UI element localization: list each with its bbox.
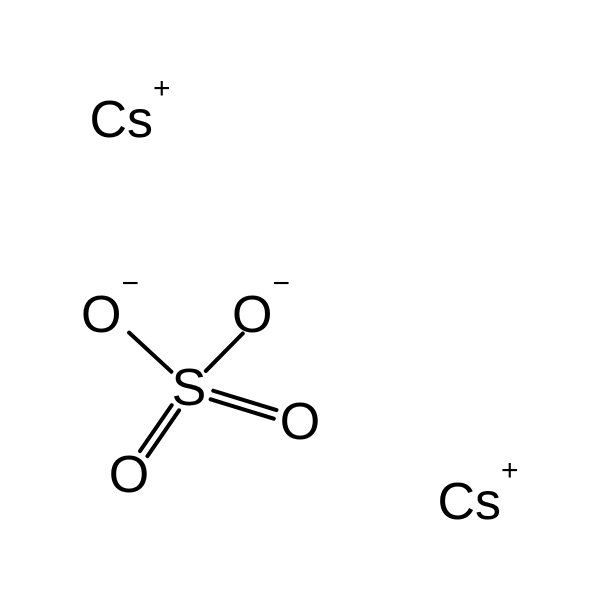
atom-charge: − — [272, 269, 290, 299]
molecule-diagram: Cs+ Cs+ S O− O− O O — [0, 0, 600, 600]
atom-label: O — [81, 289, 121, 341]
atom-label: O — [109, 449, 149, 501]
atom-label: O — [232, 289, 272, 341]
atom-o-lower-left: O — [109, 449, 149, 501]
atom-charge: + — [153, 74, 171, 104]
atom-label: Cs — [437, 476, 501, 528]
atom-charge: + — [501, 456, 519, 486]
atom-label: S — [172, 362, 207, 414]
atom-o-upper-left: O− — [81, 289, 139, 341]
atom-o-lower-right: O — [280, 396, 320, 448]
atom-charge: − — [121, 269, 139, 299]
atom-o-upper-right: O− — [232, 289, 290, 341]
atom-cs-top: Cs+ — [89, 94, 170, 146]
atom-s-center: S — [172, 362, 207, 414]
atom-label: Cs — [89, 94, 153, 146]
atom-label: O — [280, 396, 320, 448]
atom-cs-bottom: Cs+ — [437, 476, 518, 528]
